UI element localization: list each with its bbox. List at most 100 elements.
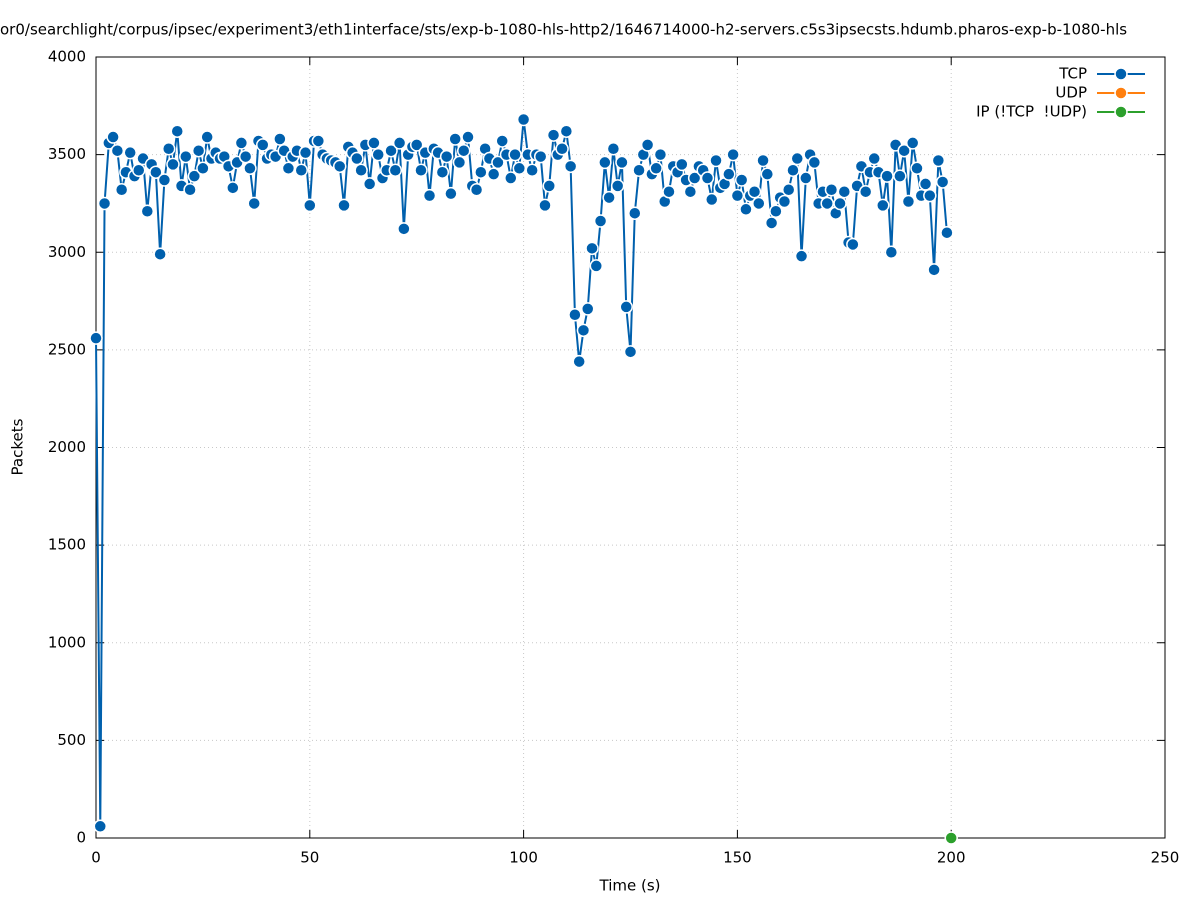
series-line [95,119,948,827]
data-point [132,163,146,177]
data-point [580,302,595,316]
data-point [623,345,638,359]
data-point [106,130,120,144]
data-point [867,151,881,166]
data-point [615,155,629,170]
data-point [568,307,582,322]
data-point [901,194,916,209]
data-point [619,300,633,314]
data-point [200,130,214,144]
data-point [384,143,398,158]
data-point [555,142,569,156]
data-point [97,196,112,211]
x-tick-label: 100 [509,849,538,867]
data-point [824,183,839,197]
data-point [910,161,924,176]
data-point [196,161,210,176]
data-point [790,151,805,166]
data-point [704,192,719,207]
data-point [153,247,167,261]
y-tick-label: 3500 [48,145,86,163]
data-point [486,167,501,181]
data-point [940,225,954,240]
x-tick-label: 50 [300,849,319,867]
data-point [114,183,129,197]
data-point [311,134,326,148]
data-point [123,145,137,160]
data-point [781,183,796,197]
y-tick-label: 1000 [48,633,86,651]
legend-label: TCP [1058,65,1087,83]
data-point [474,165,488,179]
data-point [632,163,646,177]
data-point [833,196,847,211]
data-point [598,155,612,170]
data-point [880,169,894,183]
data-point [747,184,762,199]
data-point [238,149,253,164]
data-point [764,216,779,230]
data-point [628,206,642,220]
data-point [606,142,621,156]
y-tick-label: 2500 [48,340,86,358]
data-point [294,163,308,177]
y-tick-label: 3000 [48,243,86,261]
data-point [461,130,475,144]
data-point [397,222,411,236]
data-point [837,184,852,199]
data-point [585,241,599,256]
data-point [760,167,775,181]
data-point [709,153,723,168]
data-point [414,163,428,177]
data-point [392,136,407,150]
data-point [846,237,860,252]
data-point [187,169,202,183]
y-tick-label: 2000 [48,438,86,456]
data-point [439,149,454,164]
data-point [354,163,368,177]
y-tick-label: 0 [76,829,86,847]
data-point [593,214,608,228]
data-point [589,259,604,273]
data-point [756,153,770,168]
data-point [687,171,702,185]
data-point [422,188,437,203]
x-tick-label: 250 [1151,849,1180,867]
data-point [649,161,663,176]
y-axis-label: Packets [9,418,27,475]
data-point [226,181,240,195]
data-point [923,188,937,203]
data-point [157,173,172,187]
data-point [820,196,834,211]
legend-swatch-marker [1114,67,1128,81]
data-point [435,165,450,179]
data-point [576,323,591,338]
data-point [935,175,950,189]
data-point [722,167,736,181]
data-point [452,155,467,170]
data-point [542,179,557,193]
data-point [504,171,518,185]
data-point [897,143,911,158]
data-point [243,161,257,176]
data-point [247,196,261,211]
data-point [362,177,377,191]
data-point [456,143,471,158]
data-point [448,132,462,146]
data-point [298,145,313,160]
chart-title: or0/searchlight/corpus/ipsec/experiment3… [0,21,1127,39]
data-point [234,136,249,150]
data-point [927,263,941,277]
x-axis-label: Time (s) [599,877,661,895]
data-point [546,128,561,142]
data-point [794,249,809,263]
data-point [905,136,920,150]
data-point [110,143,125,158]
data-point [944,831,958,845]
data-point [884,245,899,259]
data-point [893,169,907,183]
data-point [786,163,800,177]
data-point [281,161,296,176]
data-point [769,204,783,218]
